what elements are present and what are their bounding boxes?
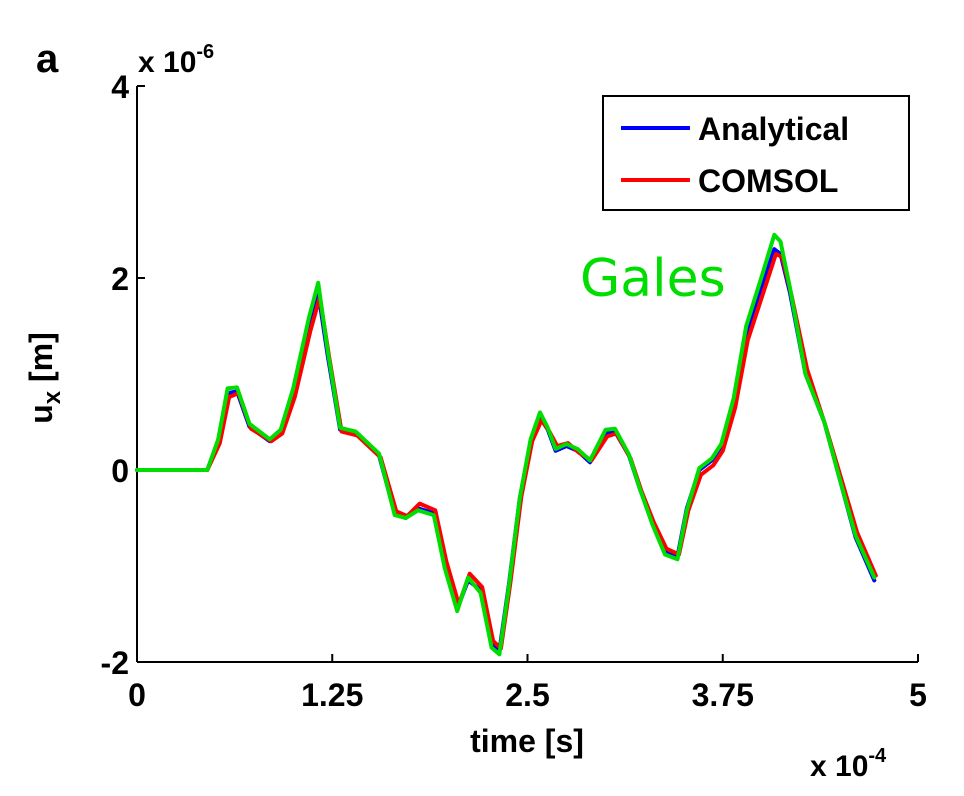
series-group bbox=[135, 232, 878, 657]
series-line-comsol bbox=[135, 252, 878, 651]
y-axis-label-sub: x bbox=[39, 390, 66, 404]
x-tick-label: 5 bbox=[909, 677, 927, 713]
y-scale-exponent: -6 bbox=[196, 41, 214, 63]
series-line-gales bbox=[135, 232, 877, 657]
gales-annotation: Gales bbox=[580, 249, 726, 309]
y-tick-label: 0 bbox=[111, 453, 129, 489]
x-scale-factor: x 10-4 bbox=[810, 745, 887, 783]
x-tick-label: 2.5 bbox=[505, 677, 549, 713]
x-scale-base: x 10 bbox=[810, 750, 868, 783]
y-axis-label-base: u bbox=[23, 404, 59, 424]
x-axis-label: time [s] bbox=[470, 723, 584, 759]
y-axis-label: ux [m] bbox=[23, 332, 66, 424]
legend: Analytical COMSOL bbox=[602, 95, 910, 211]
x-scale-exponent: -4 bbox=[868, 745, 887, 767]
legend-label-analytical: Analytical bbox=[698, 111, 849, 147]
legend-label-comsol: COMSOL bbox=[698, 163, 838, 199]
y-tick-label: 4 bbox=[111, 69, 129, 105]
series-line-analytical bbox=[135, 247, 877, 653]
x-tick-label: 1.25 bbox=[301, 677, 363, 713]
x-tick-label: 0 bbox=[128, 677, 146, 713]
x-tick-label: 3.75 bbox=[692, 677, 754, 713]
y-tick-label: -2 bbox=[101, 645, 129, 681]
y-scale-base: x 10 bbox=[138, 46, 196, 79]
panel-label: a bbox=[36, 37, 59, 81]
y-axis-label-unit: [m] bbox=[23, 332, 59, 391]
y-scale-factor: x 10-6 bbox=[138, 41, 214, 79]
legend-box bbox=[602, 95, 910, 211]
y-tick-label: 2 bbox=[111, 261, 129, 297]
